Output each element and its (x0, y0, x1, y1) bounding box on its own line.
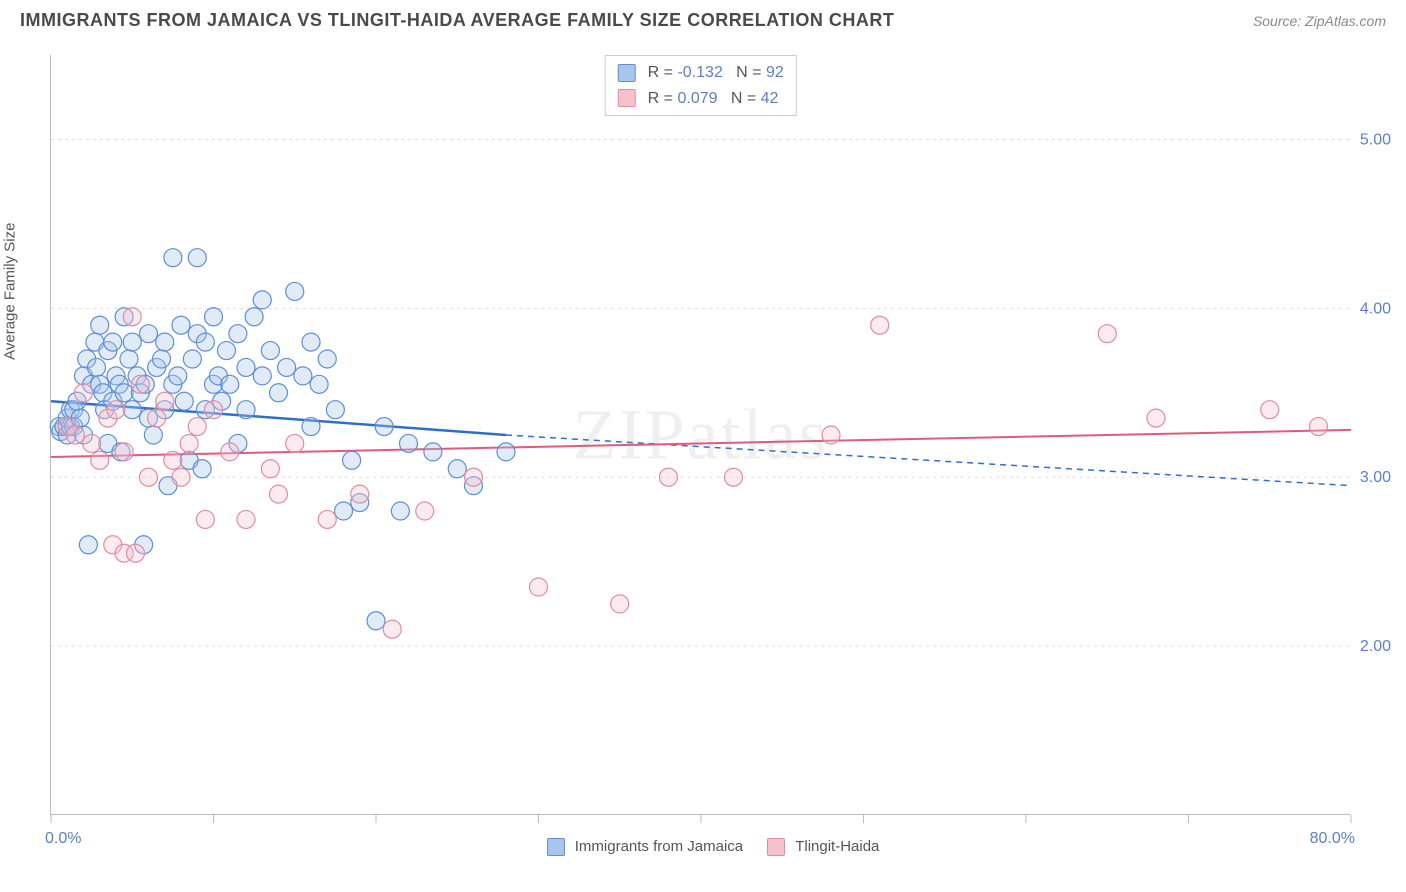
legend-bottom: Immigrants from Jamaica Tlingit-Haida (0, 838, 1406, 856)
legend-label-1: Immigrants from Jamaica (575, 838, 743, 855)
svg-text:3.00: 3.00 (1360, 469, 1391, 486)
svg-text:5.00: 5.00 (1360, 131, 1391, 148)
n-value-2: 42 (761, 90, 779, 107)
legend-swatch-2 (767, 838, 785, 856)
n-value-1: 92 (766, 64, 784, 81)
chart-title: IMMIGRANTS FROM JAMAICA VS TLINGIT-HAIDA… (20, 10, 894, 31)
stats-row-series-2: R = 0.079 N = 42 (617, 86, 784, 112)
swatch-series-2 (617, 89, 635, 107)
correlation-stats-box: R = -0.132 N = 92 R = 0.079 N = 42 (604, 55, 797, 116)
legend-label-2: Tlingit-Haida (795, 838, 879, 855)
r-value-2: 0.079 (677, 90, 717, 107)
scatter-svg: 2.003.004.005.00 (51, 55, 1350, 814)
chart-header: IMMIGRANTS FROM JAMAICA VS TLINGIT-HAIDA… (0, 0, 1406, 36)
swatch-series-1 (617, 64, 635, 82)
chart-plot-area: R = -0.132 N = 92 R = 0.079 N = 42 ZIPat… (50, 55, 1350, 815)
y-axis-label: Average Family Size (2, 223, 19, 360)
source-label: Source: ZipAtlas.com (1253, 13, 1386, 29)
svg-text:4.00: 4.00 (1360, 300, 1391, 317)
stats-row-series-1: R = -0.132 N = 92 (617, 60, 784, 86)
r-value-1: -0.132 (677, 64, 722, 81)
svg-text:2.00: 2.00 (1360, 638, 1391, 655)
legend-swatch-1 (547, 838, 565, 856)
